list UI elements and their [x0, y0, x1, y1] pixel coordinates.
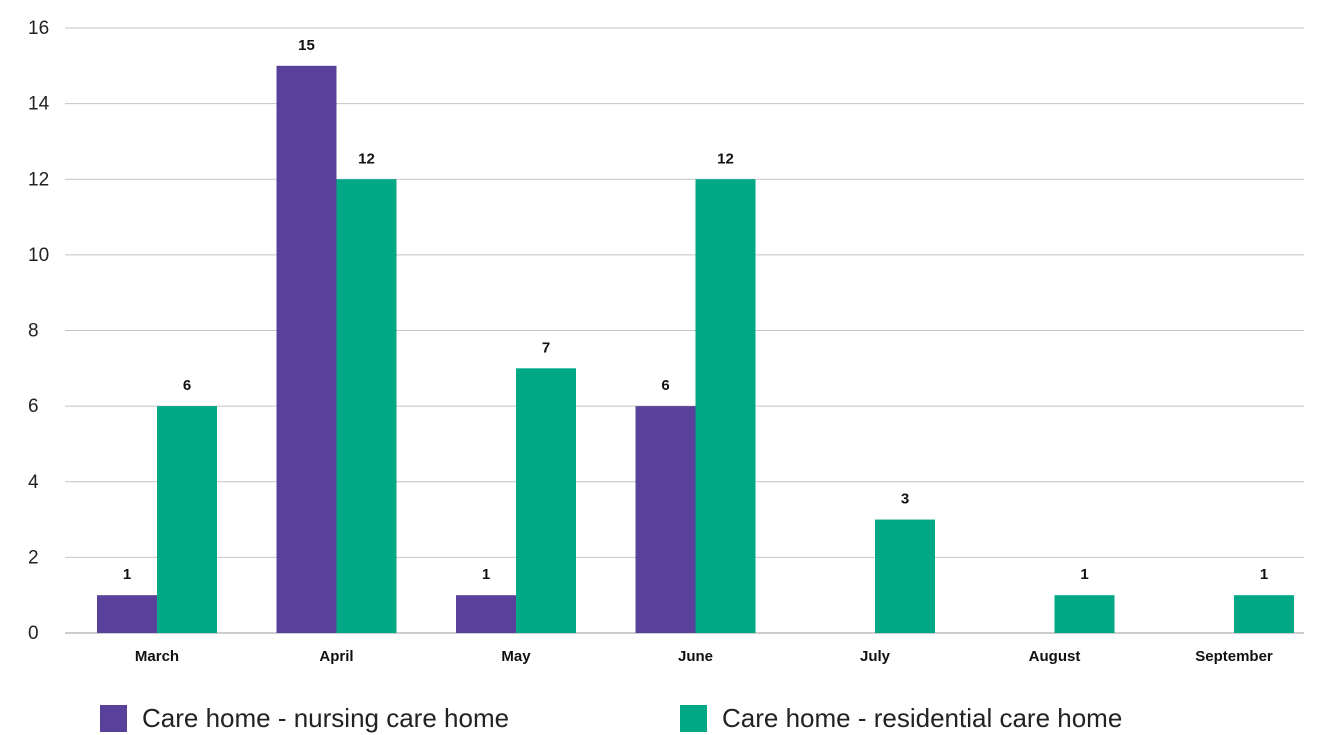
y-tick-label: 8: [28, 321, 39, 342]
bar-nursing-march: [97, 595, 157, 633]
legend-swatch-residential: [680, 704, 707, 732]
y-tick-label: 16: [28, 18, 49, 39]
gridlines: [65, 27, 1304, 634]
y-tick-label: 0: [28, 623, 39, 644]
data-label: 6: [661, 377, 669, 394]
y-tick-label: 12: [28, 169, 49, 190]
y-tick-label: 4: [28, 472, 39, 493]
x-tick-label: September: [1195, 648, 1273, 665]
legend-label-residential: Care home - residential care home: [722, 702, 1123, 733]
bar-nursing-april: [276, 65, 337, 633]
y-tick-label: 2: [28, 547, 39, 568]
x-axis-ticks: March April May June July August September: [135, 648, 1273, 665]
bar-residential-september: [1234, 595, 1294, 633]
data-label: 1: [482, 566, 490, 583]
data-label: 1: [123, 566, 131, 583]
y-tick-label: 6: [28, 396, 39, 417]
data-label: 15: [298, 37, 315, 54]
legend-item-residential: Care home - residential care home: [680, 703, 1122, 733]
data-label: 12: [358, 150, 375, 167]
bar-nursing-june: [635, 406, 696, 633]
bar-residential-march: [157, 406, 217, 633]
bar-residential-april: [336, 179, 397, 633]
bar-residential-may: [516, 368, 576, 633]
data-label: 12: [717, 150, 734, 167]
data-label: 1: [1080, 566, 1088, 583]
y-tick-label: 14: [28, 94, 50, 115]
bar-residential-july: [875, 519, 935, 633]
legend-swatch-nursing: [100, 704, 127, 732]
x-tick-label: March: [135, 648, 179, 665]
legend-item-nursing: Care home - nursing care home: [100, 703, 509, 733]
data-label: 1: [1260, 566, 1268, 583]
data-label: 7: [542, 339, 550, 356]
x-tick-label: May: [501, 648, 531, 665]
bars: [97, 65, 1294, 633]
data-label: 3: [901, 491, 909, 508]
x-tick-label: April: [319, 648, 353, 665]
y-axis-ticks: 0 2 4 6 8 10 12 14 16: [28, 18, 50, 644]
x-tick-label: August: [1029, 648, 1081, 665]
bar-residential-june: [695, 179, 756, 633]
bar-nursing-may: [456, 595, 516, 633]
x-tick-label: July: [860, 648, 891, 665]
data-labels: 1 6 15 12 1 7 6 12 3 1 1: [123, 37, 1268, 583]
x-tick-label: June: [678, 648, 713, 665]
y-tick-label: 10: [28, 245, 49, 266]
data-label: 6: [183, 377, 191, 394]
bar-residential-august: [1054, 595, 1115, 633]
legend-label-nursing: Care home - nursing care home: [142, 702, 510, 733]
legend: Care home - nursing care home Care home …: [0, 700, 1344, 735]
